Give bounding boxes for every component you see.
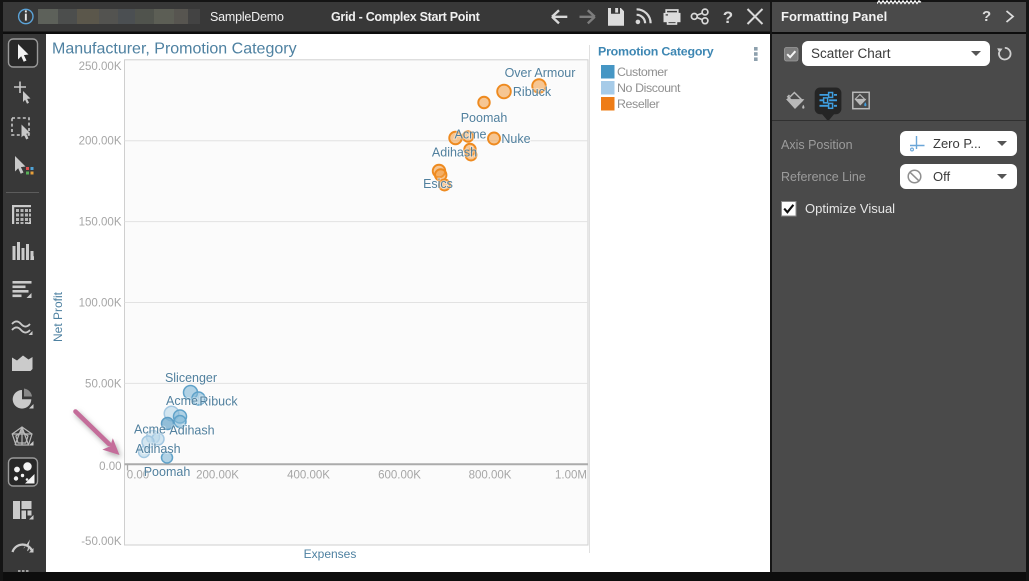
svg-text:Esics: Esics xyxy=(423,177,453,191)
svg-text:Over Armour: Over Armour xyxy=(505,66,576,80)
svg-text:Acme: Acme xyxy=(455,128,487,142)
svg-text:0.00: 0.00 xyxy=(99,461,121,473)
svg-text:Adihash: Adihash xyxy=(169,424,214,438)
svg-text:-50.00K: -50.00K xyxy=(81,536,122,548)
svg-text:100.00K: 100.00K xyxy=(79,298,122,310)
svg-text:Reseller: Reseller xyxy=(617,97,660,111)
svg-text:Expenses: Expenses xyxy=(304,547,357,561)
svg-text:1.00M: 1.00M xyxy=(555,470,587,482)
svg-text:?: ? xyxy=(723,8,733,27)
svg-text:Poomah: Poomah xyxy=(144,465,191,479)
svg-text:Promotion Category: Promotion Category xyxy=(598,45,714,59)
svg-text:50.00K: 50.00K xyxy=(85,378,122,390)
svg-text:Nuke: Nuke xyxy=(501,132,530,146)
svg-text:Ribuck: Ribuck xyxy=(199,395,238,409)
svg-text:Slicenger: Slicenger xyxy=(165,371,217,385)
svg-text:0.00: 0.00 xyxy=(127,470,149,482)
svg-text:200.00K: 200.00K xyxy=(196,470,239,482)
svg-text:Adihash: Adihash xyxy=(135,442,180,456)
svg-text:Manufacturer, Promotion Catego: Manufacturer, Promotion Category xyxy=(52,41,297,58)
svg-text:Net Profit: Net Profit xyxy=(51,291,65,342)
svg-text:150.00K: 150.00K xyxy=(79,217,122,229)
svg-text:Ribuck: Ribuck xyxy=(513,85,552,99)
svg-text:Acme: Acme xyxy=(134,423,166,437)
svg-text:Poomah: Poomah xyxy=(461,111,508,125)
svg-text:Acme: Acme xyxy=(166,394,198,408)
svg-text:400.00K: 400.00K xyxy=(287,470,330,482)
svg-text:800.00K: 800.00K xyxy=(469,470,512,482)
svg-text:250.00K: 250.00K xyxy=(79,61,122,73)
svg-text:No Discount: No Discount xyxy=(617,81,681,95)
svg-text:200.00K: 200.00K xyxy=(79,136,122,148)
svg-text:600.00K: 600.00K xyxy=(378,470,421,482)
svg-text:Customer: Customer xyxy=(617,65,668,79)
svg-text:Adihash: Adihash xyxy=(432,146,477,160)
